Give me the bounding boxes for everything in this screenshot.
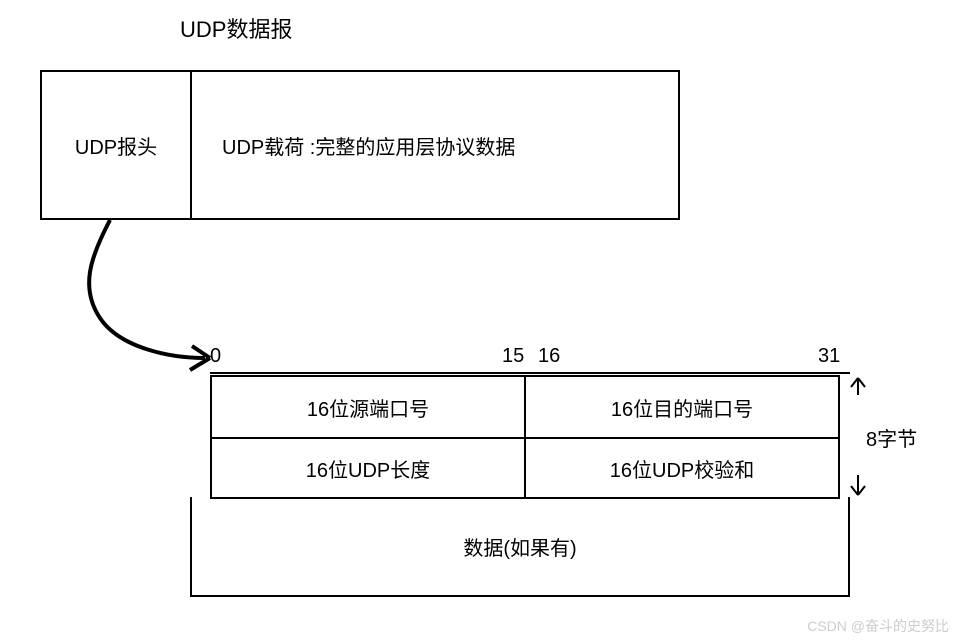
bit-31-label: 31: [818, 345, 840, 368]
bit-15-label: 15: [502, 345, 524, 368]
data-cell: 数据(如果有): [190, 497, 850, 597]
watermark-text: CSDN @奋斗的史努比: [807, 616, 949, 636]
checksum-cell: 16位UDP校验和: [524, 439, 838, 497]
udp-header-table: 16位源端口号 16位目的端口号 16位UDP长度 16位UDP校验和: [210, 375, 840, 499]
dst-port-cell: 16位目的端口号: [524, 377, 838, 437]
header-row-1: 16位源端口号 16位目的端口号: [212, 377, 838, 437]
src-port-cell: 16位源端口号: [212, 377, 524, 437]
udp-payload-cell: UDP载荷 :完整的应用层协议数据: [192, 72, 678, 218]
bit-16-label: 16: [538, 345, 560, 368]
header-size-label: 8字节: [866, 423, 917, 452]
udp-datagram-box: UDP报头 UDP载荷 :完整的应用层协议数据: [40, 70, 680, 220]
udp-header-cell: UDP报头: [42, 72, 192, 218]
header-row-2: 16位UDP长度 16位UDP校验和: [212, 437, 838, 497]
header-size-bracket: 8字节: [848, 375, 938, 499]
length-cell: 16位UDP长度: [212, 439, 524, 497]
diagram-title: UDP数据报: [180, 12, 292, 44]
bit-0-label: 0: [210, 345, 221, 368]
